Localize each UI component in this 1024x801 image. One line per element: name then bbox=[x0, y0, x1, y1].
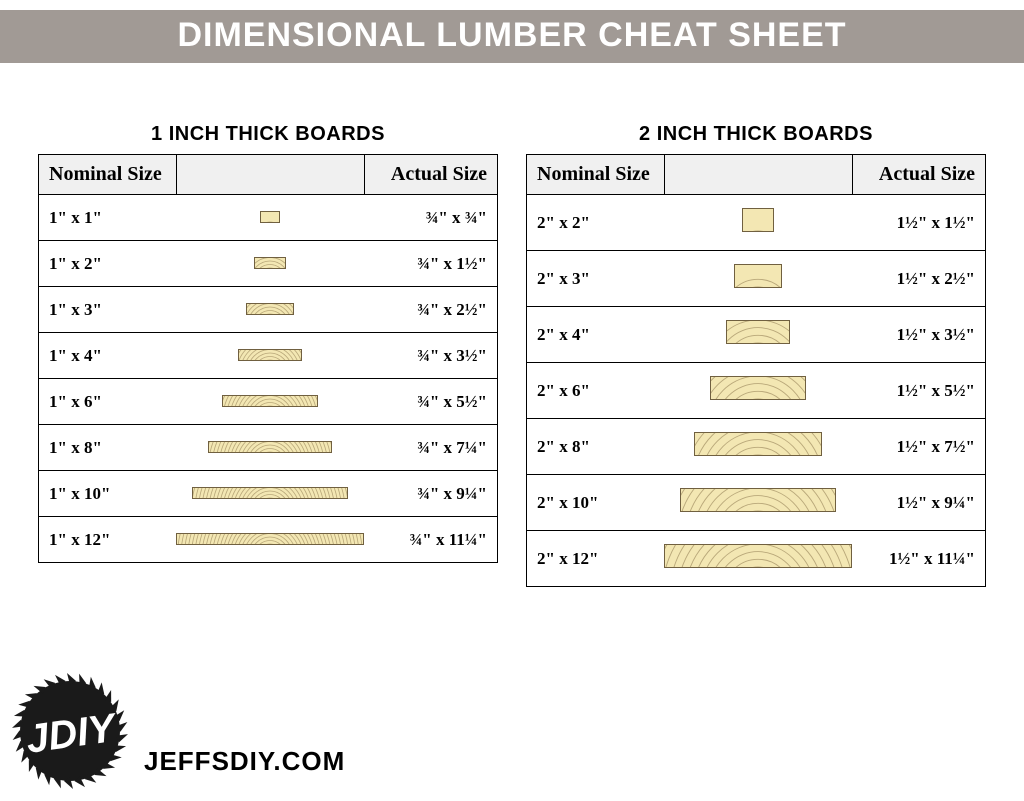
wood-icon bbox=[192, 487, 348, 499]
wood-cross-section bbox=[664, 419, 852, 475]
actual-size: ¾" x 2½" bbox=[364, 287, 497, 333]
wood-cross-section bbox=[176, 471, 364, 517]
table-row: 2" x 2" 1½" x 1½" bbox=[527, 195, 986, 251]
wood-cross-section bbox=[664, 251, 852, 307]
nominal-size: 1" x 8" bbox=[39, 425, 177, 471]
nominal-size: 1" x 6" bbox=[39, 379, 177, 425]
table-row: 2" x 6" 1½" x 5½" bbox=[527, 363, 986, 419]
nominal-size: 2" x 3" bbox=[527, 251, 665, 307]
col-header-spacer bbox=[664, 155, 852, 195]
actual-size: 1½" x 7½" bbox=[852, 419, 985, 475]
wood-icon bbox=[694, 432, 822, 456]
wood-cross-section bbox=[176, 195, 364, 241]
col-header-actual: Actual Size bbox=[364, 155, 497, 195]
nominal-size: 1" x 10" bbox=[39, 471, 177, 517]
wood-cross-section bbox=[664, 363, 852, 419]
wood-cross-section bbox=[664, 195, 852, 251]
wood-cross-section bbox=[176, 425, 364, 471]
wood-icon bbox=[742, 208, 774, 232]
actual-size: ¾" x 7¼" bbox=[364, 425, 497, 471]
wood-icon bbox=[254, 257, 286, 269]
actual-size: ¾" x 9¼" bbox=[364, 471, 497, 517]
nominal-size: 2" x 2" bbox=[527, 195, 665, 251]
table-row: 2" x 10" 1½" x 9¼" bbox=[527, 475, 986, 531]
footer-url: JEFFSDIY.COM bbox=[144, 746, 345, 791]
wood-icon bbox=[680, 488, 836, 512]
table-row: 2" x 8" 1½" x 7½" bbox=[527, 419, 986, 475]
table-row: 1" x 4" ¾" x 3½" bbox=[39, 333, 498, 379]
col-header-nominal: Nominal Size bbox=[527, 155, 665, 195]
table-row: 1" x 2" ¾" x 1½" bbox=[39, 241, 498, 287]
wood-cross-section bbox=[176, 379, 364, 425]
actual-size: ¾" x 1½" bbox=[364, 241, 497, 287]
nominal-size: 2" x 10" bbox=[527, 475, 665, 531]
nominal-size: 1" x 4" bbox=[39, 333, 177, 379]
table-row: 1" x 12" ¾" x 11¼" bbox=[39, 517, 498, 563]
table-block: 2 INCH THICK BOARDS Nominal Size Actual Si… bbox=[526, 123, 986, 587]
actual-size: 1½" x 11¼" bbox=[852, 531, 985, 587]
actual-size: ¾" x 3½" bbox=[364, 333, 497, 379]
wood-icon bbox=[238, 349, 302, 361]
tables-container: 1 INCH THICK BOARDS Nominal Size Actual Si… bbox=[0, 123, 1024, 587]
wood-cross-section bbox=[176, 333, 364, 379]
wood-cross-section bbox=[664, 475, 852, 531]
nominal-size: 2" x 6" bbox=[527, 363, 665, 419]
title-bar: DIMENSIONAL LUMBER CHEAT SHEET bbox=[0, 10, 1024, 63]
nominal-size: 2" x 8" bbox=[527, 419, 665, 475]
wood-icon bbox=[734, 264, 782, 288]
nominal-size: 1" x 2" bbox=[39, 241, 177, 287]
wood-icon bbox=[710, 376, 806, 400]
wood-icon bbox=[664, 544, 852, 568]
table-row: 1" x 1" ¾" x ¾" bbox=[39, 195, 498, 241]
actual-size: ¾" x 11¼" bbox=[364, 517, 497, 563]
footer: JDIY JEFFSDIY.COM bbox=[10, 671, 345, 791]
table-row: 1" x 6" ¾" x 5½" bbox=[39, 379, 498, 425]
table-row: 2" x 12" 1½" x 11¼" bbox=[527, 531, 986, 587]
nominal-size: 1" x 12" bbox=[39, 517, 177, 563]
col-header-spacer bbox=[176, 155, 364, 195]
col-header-nominal: Nominal Size bbox=[39, 155, 177, 195]
wood-icon bbox=[222, 395, 318, 407]
actual-size: 1½" x 5½" bbox=[852, 363, 985, 419]
lumber-table: Nominal SizeActual Size2" x 2"1½" x 1½"2… bbox=[526, 154, 986, 587]
wood-icon bbox=[176, 533, 364, 545]
wood-cross-section bbox=[176, 517, 364, 563]
wood-icon bbox=[726, 320, 790, 344]
wood-icon bbox=[260, 211, 280, 223]
col-header-actual: Actual Size bbox=[852, 155, 985, 195]
actual-size: 1½" x 9¼" bbox=[852, 475, 985, 531]
table-row: 1" x 8" ¾" x 7¼" bbox=[39, 425, 498, 471]
wood-cross-section bbox=[664, 531, 852, 587]
nominal-size: 2" x 4" bbox=[527, 307, 665, 363]
actual-size: 1½" x 2½" bbox=[852, 251, 985, 307]
actual-size: ¾" x ¾" bbox=[364, 195, 497, 241]
actual-size: 1½" x 1½" bbox=[852, 195, 985, 251]
table-block: 1 INCH THICK BOARDS Nominal Size Actual Si… bbox=[38, 123, 498, 587]
table-title: 2 INCH THICK BOARDS bbox=[526, 123, 986, 146]
table-row: 1" x 10" ¾" x 9¼" bbox=[39, 471, 498, 517]
wood-cross-section bbox=[664, 307, 852, 363]
logo-sawblade-icon: JDIY bbox=[10, 671, 130, 791]
wood-icon bbox=[208, 441, 332, 453]
nominal-size: 1" x 1" bbox=[39, 195, 177, 241]
nominal-size: 2" x 12" bbox=[527, 531, 665, 587]
wood-cross-section bbox=[176, 287, 364, 333]
page-title: DIMENSIONAL LUMBER CHEAT SHEET bbox=[0, 16, 1024, 55]
nominal-size: 1" x 3" bbox=[39, 287, 177, 333]
wood-icon bbox=[246, 303, 294, 315]
actual-size: 1½" x 3½" bbox=[852, 307, 985, 363]
table-title: 1 INCH THICK BOARDS bbox=[38, 123, 498, 146]
wood-cross-section bbox=[176, 241, 364, 287]
table-row: 1" x 3" ¾" x 2½" bbox=[39, 287, 498, 333]
table-row: 2" x 3" 1½" x 2½" bbox=[527, 251, 986, 307]
table-row: 2" x 4" 1½" x 3½" bbox=[527, 307, 986, 363]
lumber-table: Nominal SizeActual Size1" x 1"¾" x ¾"1" … bbox=[38, 154, 498, 563]
actual-size: ¾" x 5½" bbox=[364, 379, 497, 425]
